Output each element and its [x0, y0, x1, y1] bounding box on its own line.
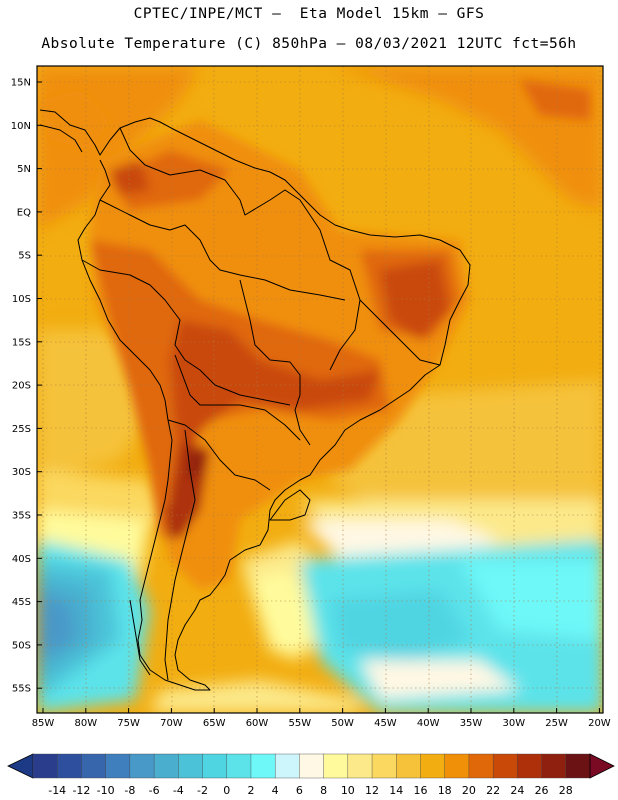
- colorbar-swatch: [105, 753, 131, 779]
- colorbar-label: -8: [124, 784, 135, 797]
- lon-label: 75W: [117, 718, 140, 729]
- colorbar-label: 10: [341, 784, 355, 797]
- lon-label: 55W: [288, 718, 311, 729]
- colorbar-swatch: [323, 753, 349, 779]
- longitude-labels: 85W 80W 75W 70W 65W 60W 55W 50W 45W 40W 35W 30W 25W 2…: [32, 708, 611, 729]
- colorbar-swatch: [153, 753, 179, 779]
- lat-label: 20S: [12, 381, 31, 392]
- colorbar-label: 20: [462, 784, 476, 797]
- colorbar-swatch: [420, 753, 446, 779]
- colorbar-swatch: [468, 753, 494, 779]
- colorbar-label: 18: [438, 784, 452, 797]
- lon-label: 65W: [203, 718, 226, 729]
- lon-label: 40W: [417, 718, 440, 729]
- colorbar-swatch: [347, 753, 373, 779]
- colorbar-swatch: [129, 753, 155, 779]
- colorbar-label: 0: [223, 784, 230, 797]
- colorbar: -14 -12 -10 -8 -6 -4 -2 0 2 4 6 8 10 12 14 16 18 20 22 24 26…: [7, 753, 615, 797]
- latitude-labels: 15N 10N 5N EQ 5S 10S 15S 20S 25S 30S 35S 40S 45S 50S 5…: [11, 78, 42, 695]
- lat-label: 15N: [11, 78, 31, 89]
- colorbar-swatch: [32, 753, 58, 779]
- lat-label: 55S: [12, 684, 31, 695]
- lat-label: 5N: [17, 164, 31, 175]
- colorbar-label: -14: [48, 784, 66, 797]
- lon-label: 50W: [331, 718, 354, 729]
- colorbar-swatch: [299, 753, 325, 779]
- colorbar-label: 22: [486, 784, 500, 797]
- colorbar-label: 4: [272, 784, 279, 797]
- lat-label: 10N: [11, 121, 31, 132]
- lon-label: 35W: [460, 718, 483, 729]
- title-line-2: Absolute Temperature (C) 850hPa – 08/03/…: [41, 36, 577, 52]
- colorbar-arrow-right: [589, 753, 615, 779]
- colorbar-swatch: [541, 753, 567, 779]
- temperature-field: [37, 66, 603, 713]
- lon-label: 45W: [374, 718, 397, 729]
- colorbar-swatch: [226, 753, 252, 779]
- colorbar-swatch: [492, 753, 518, 779]
- lon-label: 30W: [502, 718, 525, 729]
- colorbar-swatch: [178, 753, 204, 779]
- lon-label: 25W: [545, 718, 568, 729]
- lat-label: 40S: [12, 554, 31, 565]
- colorbar-swatch: [274, 753, 300, 779]
- colorbar-label: 2: [247, 784, 254, 797]
- colorbar-swatch: [444, 753, 470, 779]
- colorbar-label: -10: [97, 784, 115, 797]
- coastlines-and-borders: [39, 109, 471, 691]
- colorbar-label: 12: [365, 784, 379, 797]
- colorbar-label: -12: [72, 784, 90, 797]
- lat-label: 30S: [12, 467, 31, 478]
- continent-warm-field: [40, 80, 590, 590]
- lon-label: 20W: [588, 718, 611, 729]
- colorbar-label: -2: [197, 784, 208, 797]
- lat-label: 45S: [12, 597, 31, 608]
- colorbar-arrow-left: [7, 753, 34, 779]
- map-frame: [36, 65, 604, 714]
- colorbar-label: -6: [149, 784, 160, 797]
- lon-label: 80W: [74, 718, 97, 729]
- colorbar-label: -4: [173, 784, 184, 797]
- lon-label: 70W: [160, 718, 183, 729]
- colorbar-label: 28: [559, 784, 573, 797]
- colorbar-label: 14: [389, 784, 403, 797]
- colorbar-swatch: [202, 753, 228, 779]
- lon-label: 60W: [246, 718, 269, 729]
- colorbar-label: 16: [413, 784, 427, 797]
- colorbar-swatch: [250, 753, 276, 779]
- lat-label: 50S: [12, 640, 31, 651]
- lat-label: 15S: [12, 337, 31, 348]
- colorbar-label: 26: [535, 784, 549, 797]
- colorbar-swatch: [565, 753, 591, 779]
- lat-label: EQ: [17, 207, 31, 218]
- lat-label: 10S: [12, 294, 31, 305]
- colorbar-swatch: [81, 753, 107, 779]
- lon-label: 85W: [32, 718, 55, 729]
- lat-label: 25S: [12, 424, 31, 435]
- lat-label: 5S: [18, 251, 31, 262]
- colorbar-label: 24: [510, 784, 524, 797]
- colorbar-swatch: [396, 753, 421, 779]
- colorbar-swatch: [517, 753, 543, 779]
- colorbar-swatch: [371, 753, 397, 779]
- colorbar-swatch: [57, 753, 82, 779]
- colorbar-label: 8: [320, 784, 327, 797]
- colorbar-label: 6: [296, 784, 303, 797]
- lat-label: 35S: [12, 511, 31, 522]
- title-line-1: CPTEC/INPE/MCT – Eta Model 15km – GFS: [133, 6, 485, 22]
